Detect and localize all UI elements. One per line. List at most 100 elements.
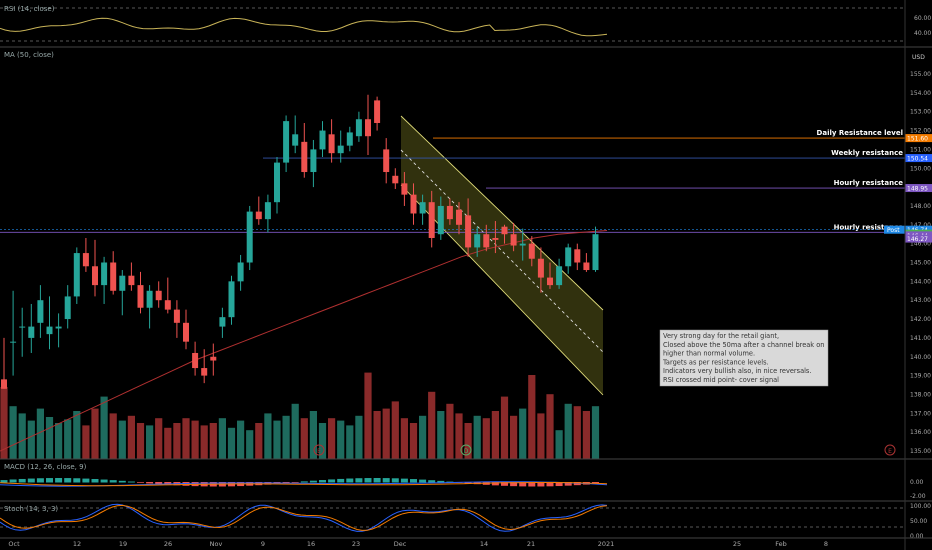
price-tick: 139.00 (910, 373, 931, 380)
volume-bar (291, 403, 299, 459)
macd-hist-bar (319, 480, 326, 483)
volume-bar (510, 415, 518, 459)
candle-body (92, 266, 98, 286)
volume-bar (491, 411, 499, 459)
macd-hist-bar (146, 482, 154, 484)
macd-hist-bar (419, 479, 427, 483)
time-label: 21 (527, 540, 535, 548)
macd-hist-bar (546, 482, 554, 487)
candle-body (46, 326, 53, 335)
price-tag-bg (905, 234, 932, 243)
time-label: 8 (824, 540, 828, 548)
volume-bar (537, 413, 545, 459)
volume-bar (591, 406, 600, 459)
time-label: Feb (775, 540, 787, 548)
candle-body (337, 145, 344, 154)
price-tick: 138.00 (910, 391, 931, 398)
volume-bar (45, 417, 54, 459)
time-label: 2021 (598, 540, 615, 548)
event-markers: E D E (313, 444, 896, 456)
macd-hist-bar (155, 482, 163, 485)
volume-bar (364, 372, 372, 459)
volume-bar (328, 418, 336, 459)
candle-body (82, 253, 89, 267)
macd-hist-bar (519, 482, 527, 487)
price-tick: 152.00 (910, 128, 931, 135)
candle-body (401, 183, 408, 195)
volume-bar (182, 418, 190, 459)
candle-body (264, 202, 271, 220)
volume-bar (27, 420, 35, 459)
candle-body (37, 300, 44, 323)
macd-hist-bar (410, 479, 417, 483)
volume-bar (127, 415, 135, 459)
price-axis: 155.00154.00153.00152.00151.00150.00149.… (910, 71, 931, 455)
volume-bar (55, 423, 63, 459)
price-tick: 145.00 (910, 260, 931, 267)
volume-bar (346, 425, 354, 459)
earnings-marker-icon[interactable] (313, 444, 325, 456)
macd-hist-bar (510, 482, 518, 487)
time-label: 12 (73, 540, 81, 548)
candle-body (437, 205, 444, 235)
macd-hist-bar (46, 478, 53, 483)
volume-bar (200, 425, 208, 459)
volume-bar (155, 418, 163, 459)
volume-bar (473, 415, 481, 459)
volume-bar (36, 408, 44, 459)
candle-body (155, 290, 162, 301)
macd-hist-bar (73, 478, 81, 483)
candle-body (547, 277, 553, 286)
candle-body (346, 132, 353, 146)
upcoming-earnings-icon[interactable] (884, 444, 896, 456)
volume-bar (582, 411, 590, 459)
volume-bar (373, 411, 381, 459)
volume-bar (218, 418, 226, 459)
candle-body (237, 262, 244, 282)
volume-bar (100, 396, 108, 459)
candle-body (392, 175, 399, 184)
dividend-marker-glyph: D (464, 448, 469, 455)
upcoming-earnings-glyph: E (888, 448, 892, 455)
dividend-marker-icon[interactable] (460, 444, 472, 456)
macd-hist-bar (564, 482, 572, 486)
price-tag: 146.27 (907, 236, 928, 243)
time-label: 9 (261, 540, 265, 548)
candle-body (1, 379, 7, 389)
volume-bar (82, 425, 90, 459)
price-tick: 141.00 (910, 335, 931, 342)
candle-body (19, 326, 26, 328)
volume-bar (528, 375, 536, 459)
candle-body (537, 258, 544, 278)
volume-bar (0, 387, 8, 459)
volume-bar (482, 418, 490, 459)
price-tick: 137.00 (910, 410, 931, 417)
price-tag: 151.60 (907, 136, 928, 143)
rsi-tick-40: 40.00 (914, 30, 931, 37)
note-line: RSI crossed mid point- cover signal (663, 376, 779, 384)
macd-hist-bar (36, 478, 44, 483)
candle-body (64, 296, 71, 320)
candle-body (101, 262, 108, 286)
macd-hist-bar (109, 480, 117, 483)
macd-hist-bar (309, 480, 317, 483)
macd-hist-bar (291, 482, 299, 483)
volume-bar (382, 408, 390, 459)
candle-body (28, 326, 35, 338)
volume-bar (573, 406, 581, 459)
volume-bar (464, 423, 472, 459)
candle-body (164, 300, 171, 310)
candle-body (492, 237, 499, 240)
candle-body (419, 202, 426, 214)
price-tick: 140.00 (910, 354, 931, 361)
candle-body (483, 234, 490, 248)
macd-hist-bar (100, 479, 108, 483)
macd-tick-minus2: -2.00 (910, 493, 926, 500)
candle-body (10, 341, 17, 343)
volume-bar (109, 413, 117, 459)
stoch-tick-100: 100.00 (910, 503, 931, 510)
price-tick: 154.00 (910, 90, 931, 97)
macd-hist-bar (18, 478, 26, 483)
candle-body (274, 162, 280, 203)
rsi-tick-60: 60.00 (914, 15, 931, 22)
